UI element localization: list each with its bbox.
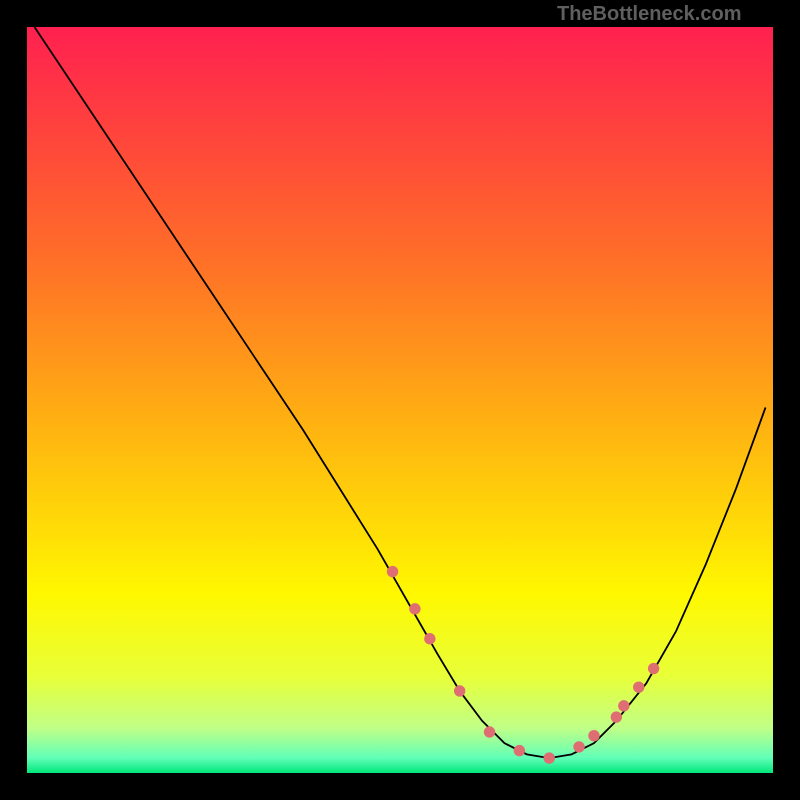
watermark-text: TheBottleneck.com xyxy=(557,3,741,26)
data-marker xyxy=(648,663,658,673)
data-marker xyxy=(410,604,420,614)
data-marker xyxy=(454,686,464,696)
data-marker xyxy=(387,566,397,576)
data-marker xyxy=(611,712,621,722)
data-marker xyxy=(544,753,554,763)
data-marker xyxy=(574,742,584,752)
data-marker xyxy=(619,701,629,711)
marker-layer xyxy=(27,27,773,773)
data-marker xyxy=(634,682,644,692)
plot-area xyxy=(27,27,773,773)
data-marker xyxy=(425,634,435,644)
data-marker xyxy=(589,731,599,741)
data-marker xyxy=(484,727,494,737)
chart-canvas: TheBottleneck.com xyxy=(0,0,800,800)
data-marker xyxy=(514,745,524,755)
